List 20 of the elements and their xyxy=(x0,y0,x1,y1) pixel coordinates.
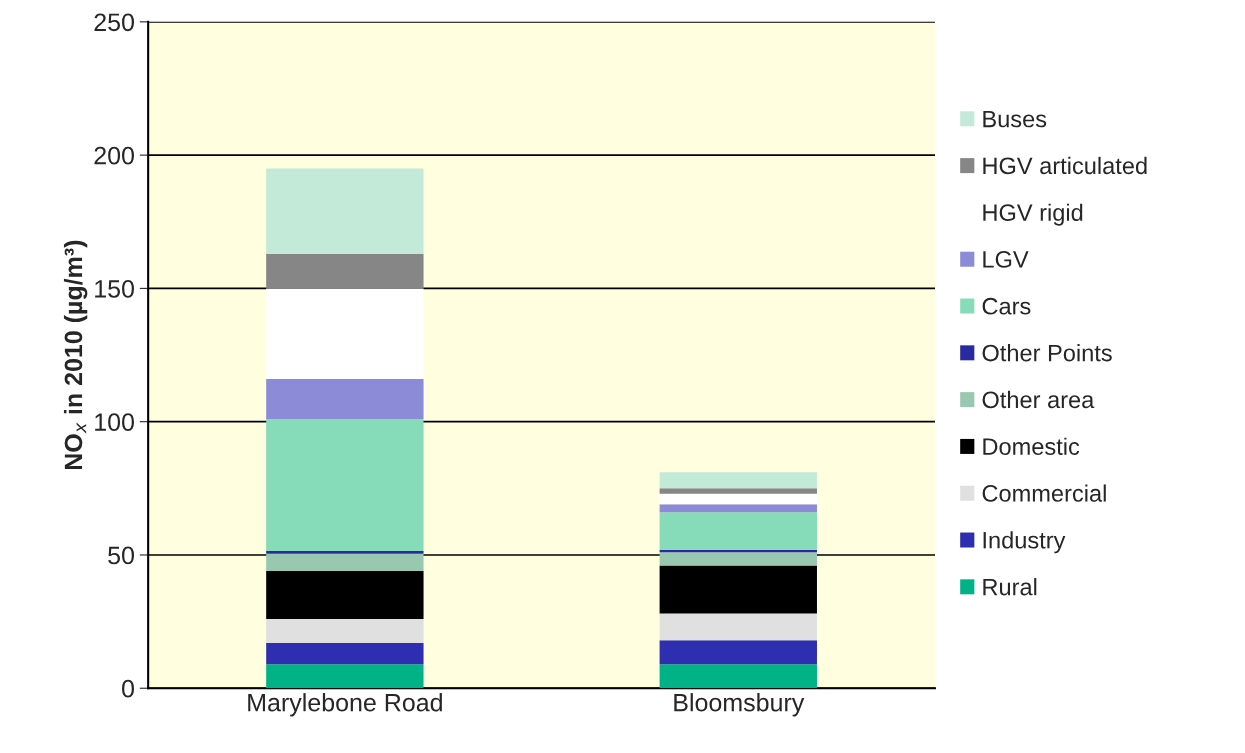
legend-label: Buses xyxy=(983,110,1047,128)
legend-label: Other area xyxy=(982,390,1095,409)
legend-label: Commercial xyxy=(982,484,1106,502)
y-tick-label: 250 xyxy=(94,13,134,32)
legend-label: Rural xyxy=(983,578,1037,596)
legend-label: Domestic xyxy=(983,437,1080,455)
legend-label: Other Points xyxy=(982,344,1112,362)
text: HGV rigid xyxy=(983,203,1083,226)
y-axis-title: NO$_{x}$ in 2010 (µg/m³) xyxy=(63,240,88,470)
x-tick-label: Bloomsbury xyxy=(674,693,805,717)
legend-label: Industry xyxy=(983,531,1066,554)
y-tick-label: 150 xyxy=(95,280,134,298)
legend-label: HGV articulated xyxy=(983,156,1147,175)
y-tick-label: 200 xyxy=(94,146,134,165)
legend-label: LGV xyxy=(983,251,1029,268)
y-tick-label: 50 xyxy=(108,546,134,565)
y-tick-label: 0 xyxy=(122,679,134,698)
x-tick-label: Marylebone Road xyxy=(248,693,442,717)
legend-label: Cars xyxy=(982,297,1031,315)
y-tick-label: 100 xyxy=(95,413,134,431)
